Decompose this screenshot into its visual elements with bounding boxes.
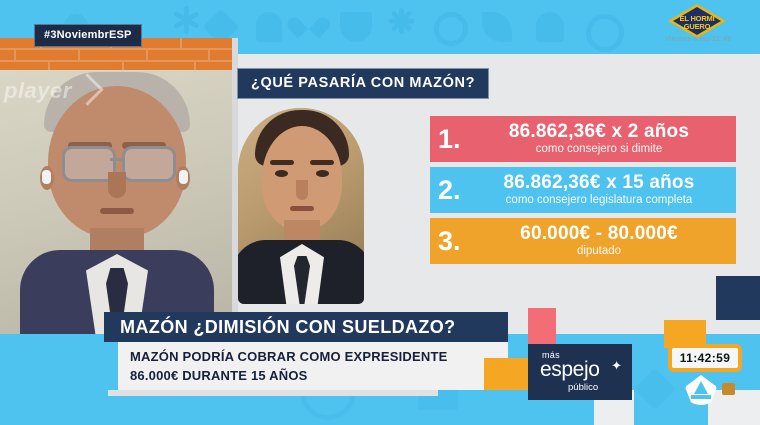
decor-arch-icon	[256, 12, 282, 42]
question-headline-bar: ¿QUÉ PASARÍA CON MAZÓN?	[237, 68, 490, 99]
decor-ubottom-icon	[340, 12, 372, 42]
decor-star-icon-2	[388, 8, 415, 34]
option-amount-3: 60.000€ - 80.000€	[520, 222, 678, 244]
mazon-photo	[238, 108, 364, 304]
option-description-2: como consejero legislatura completa	[505, 193, 693, 206]
decor-block-orange-left	[484, 358, 528, 390]
option-description-3: diputado	[576, 244, 622, 257]
decor-block-navy-right	[716, 276, 760, 320]
panel-edge-strip	[232, 38, 238, 334]
earbud-icon	[42, 170, 51, 184]
option-number-1: 1.	[438, 123, 461, 154]
player-watermark: player	[4, 73, 104, 106]
option-row-1: 1. 86.862,36€ x 2 años como consejero si…	[430, 116, 736, 162]
guest-video-feed: player	[0, 38, 232, 334]
clock-display: 11:42:59	[672, 348, 738, 368]
show-logo-mas: más	[542, 350, 560, 360]
option-row-3: 3. 60.000€ - 80.000€ diputado	[430, 218, 736, 264]
show-logo-publico: público	[568, 382, 599, 393]
sparkle-icon: ✦	[611, 358, 622, 373]
decor-ring-icon-2	[586, 14, 624, 52]
lower-third-subtitle-line2: 86.000€ DURANTE 15 AÑOS	[130, 367, 308, 383]
hashtag-banner: #3NoviembrESP	[34, 24, 142, 47]
lower-third-subtitle: MAZÓN PODRÍA COBRAR COMO EXPRESIDENTE 86…	[118, 342, 508, 390]
show-logo: más espejo ✦ público	[528, 344, 632, 400]
promo-badge: EL HORMI GUERO Viernes a las 21:45	[660, 2, 736, 46]
promo-line2: GUERO	[683, 22, 711, 31]
channel-badge-icon	[722, 383, 735, 395]
decor-block-white-right	[708, 390, 760, 425]
promo-line1: EL HORMI	[679, 14, 715, 23]
lower-third-shadow	[108, 390, 438, 396]
decor-block-pink	[528, 308, 556, 344]
decor-heart-icon	[296, 14, 322, 36]
options-list: 1. 86.862,36€ x 2 años como consejero si…	[430, 116, 736, 269]
decor-block-orange-right	[664, 320, 706, 348]
option-amount-1: 86.862,36€ x 2 años	[508, 120, 690, 142]
guest-portrait	[20, 72, 214, 334]
decor-arch-icon-2	[536, 12, 564, 42]
antena3-logo-icon	[685, 375, 717, 405]
promo-subtitle: Viernes a las 21:45	[664, 36, 732, 43]
option-number-2: 2.	[438, 174, 461, 205]
decor-star-icon	[172, 6, 200, 34]
decor-ring-icon	[434, 12, 468, 46]
option-description-1: como consejero si dimite	[535, 142, 663, 155]
option-row-2: 2. 86.862,36€ x 15 años como consejero l…	[430, 167, 736, 213]
lower-third-title: MAZÓN ¿DIMISIÓN CON SUELDAZO?	[104, 312, 508, 342]
decor-leaf-icon	[482, 12, 512, 42]
option-number-3: 3.	[438, 225, 461, 256]
option-amount-2: 86.862,36€ x 15 años	[503, 171, 695, 193]
earbud-icon-2	[179, 170, 188, 184]
decor-diamond-icon-2	[633, 367, 677, 411]
lower-third-subtitle-line1: MAZÓN PODRÍA COBRAR COMO EXPRESIDENTE	[130, 349, 448, 364]
show-logo-espejo: espejo	[540, 358, 600, 381]
